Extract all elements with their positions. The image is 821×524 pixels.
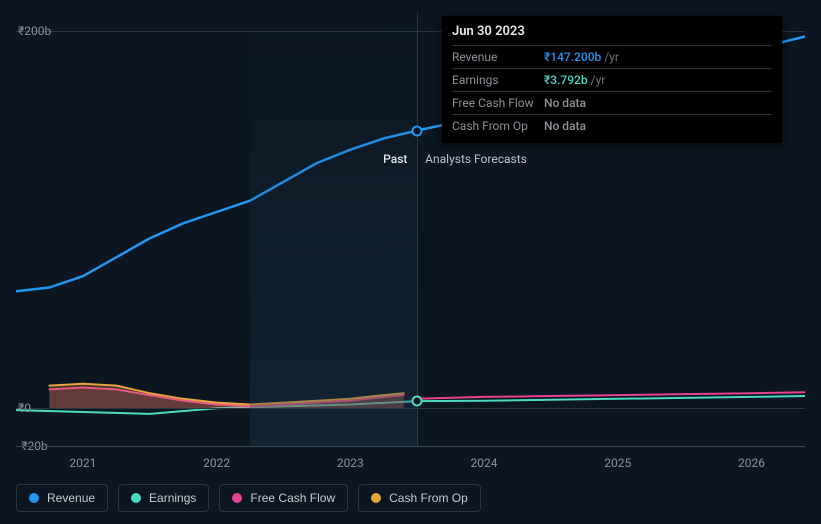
chart-tooltip: Jun 30 2023 Revenue₹147.200b/yrEarnings₹…: [442, 16, 782, 143]
tooltip-row-label: Earnings: [452, 73, 544, 87]
tooltip-row: Revenue₹147.200b/yr: [452, 45, 772, 68]
tooltip-row-unit: /yr: [604, 50, 619, 64]
tooltip-title: Jun 30 2023: [452, 24, 772, 45]
past-forecast-divider: [417, 12, 418, 446]
y-axis-tick-label: ₹200b: [18, 24, 51, 38]
x-axis-tick-label: 2024: [471, 456, 498, 464]
section-label-forecast: Analysts Forecasts: [425, 152, 527, 166]
tooltip-row-value: ₹147.200b: [544, 50, 601, 64]
tooltip-row-value: No data: [544, 119, 586, 133]
tooltip-row: Earnings₹3.792b/yr: [452, 68, 772, 91]
legend-item-revenue[interactable]: Revenue: [16, 484, 108, 512]
x-axis-tick-label: 2023: [337, 456, 364, 464]
legend-item-label: Cash From Op: [389, 491, 468, 505]
series-line-fcf: [49, 388, 403, 407]
legend-item-fcf[interactable]: Free Cash Flow: [219, 484, 348, 512]
legend-swatch-icon: [131, 493, 141, 503]
tooltip-row-label: Cash From Op: [452, 119, 544, 133]
tooltip-row-value: No data: [544, 96, 586, 110]
x-axis-tick-label: 2021: [69, 456, 96, 464]
series-line-cfo: [49, 384, 403, 405]
legend-item-cfo[interactable]: Cash From Op: [358, 484, 481, 512]
series-line-earnings: [16, 396, 805, 414]
section-label-past: Past: [383, 152, 407, 166]
series-area-cfo: [49, 384, 403, 409]
tooltip-row-label: Free Cash Flow: [452, 96, 544, 110]
legend-item-label: Free Cash Flow: [250, 491, 335, 505]
y-axis-tick-label: ₹0: [18, 401, 31, 415]
legend-swatch-icon: [232, 493, 242, 503]
tooltip-row-value: ₹3.792b: [544, 73, 588, 87]
tooltip-row: Cash From OpNo data: [452, 114, 772, 137]
series-line-fcf-forecast: [417, 392, 805, 399]
x-axis-tick-label: 2025: [604, 456, 631, 464]
x-axis-line: [16, 446, 805, 447]
tooltip-row-label: Revenue: [452, 50, 544, 64]
legend-item-earnings[interactable]: Earnings: [118, 484, 209, 512]
series-area-fcf: [49, 388, 403, 409]
legend-swatch-icon: [371, 493, 381, 503]
y-gridline: [16, 408, 805, 409]
legend-item-label: Earnings: [149, 491, 196, 505]
legend-swatch-icon: [29, 493, 39, 503]
legend-item-label: Revenue: [47, 491, 95, 505]
past-period-shade: [250, 12, 417, 446]
chart-legend: Revenue Earnings Free Cash Flow Cash From O…: [16, 484, 481, 512]
x-axis-tick-label: 2026: [738, 456, 765, 464]
tooltip-row-unit: /yr: [591, 73, 606, 87]
x-axis-tick-label: 2022: [203, 456, 230, 464]
tooltip-row: Free Cash FlowNo data: [452, 91, 772, 114]
